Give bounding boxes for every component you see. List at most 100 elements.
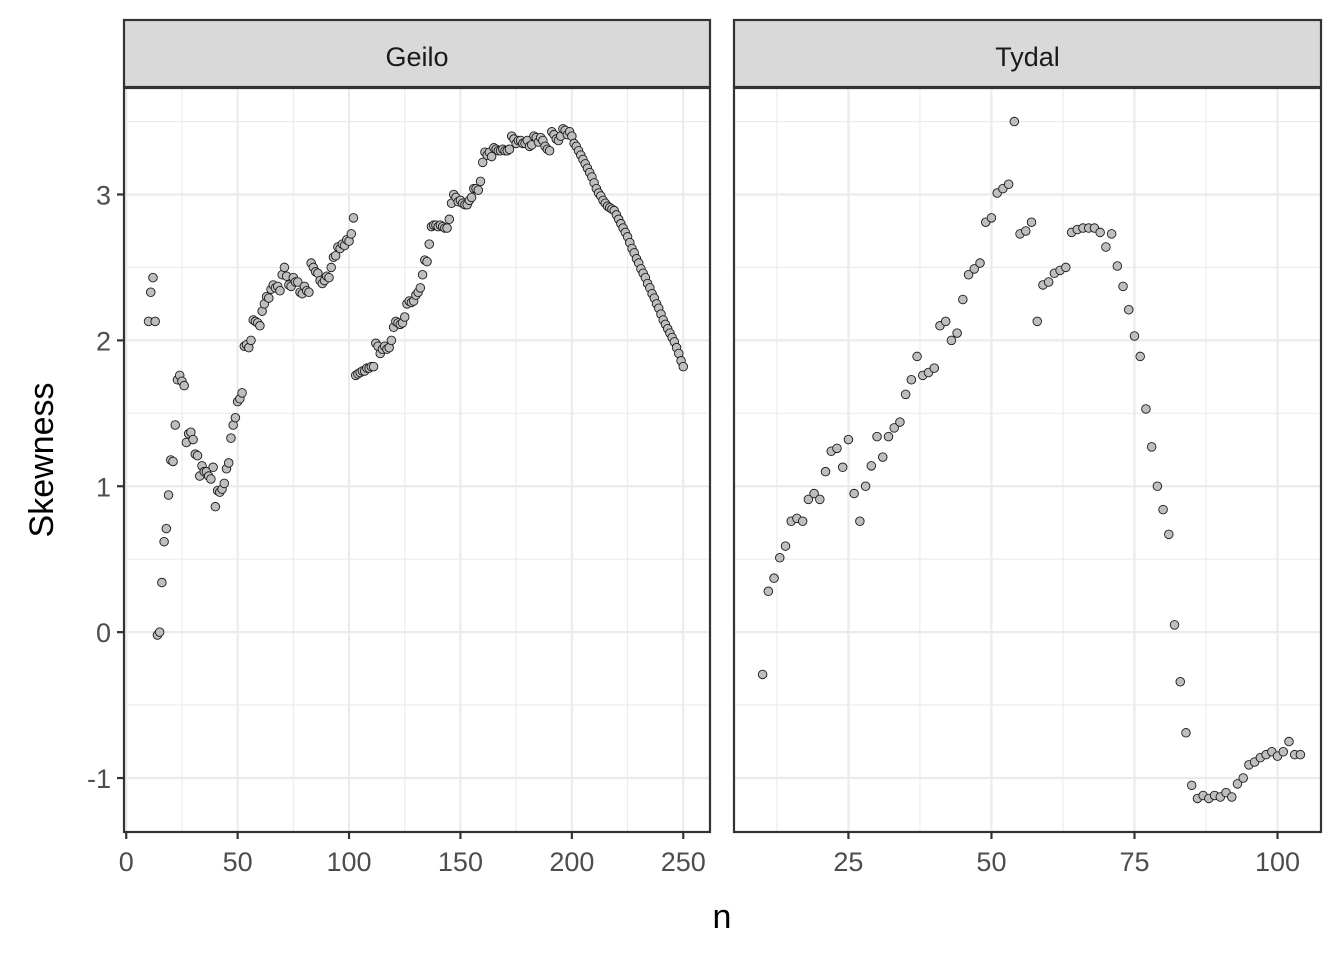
x-axis-title: n <box>713 898 732 936</box>
data-point <box>763 586 774 597</box>
data-point <box>900 389 911 400</box>
data-point <box>832 443 842 454</box>
panel-geilo: Geilo 0 50 100 150 200 250 <box>119 18 712 877</box>
data-point <box>422 256 432 267</box>
data-point <box>866 461 877 471</box>
data-point <box>855 516 865 527</box>
data-point <box>769 573 779 583</box>
data-point <box>843 434 854 445</box>
data-point <box>986 213 997 223</box>
x-tick-label: 150 <box>438 847 483 877</box>
data-point <box>1152 481 1163 492</box>
data-point <box>1186 780 1197 791</box>
data-point <box>486 151 497 162</box>
data-point <box>1061 262 1071 273</box>
data-point <box>975 258 985 268</box>
data-point <box>1238 773 1248 783</box>
data-point <box>809 488 819 499</box>
data-point <box>163 490 174 500</box>
data-point <box>237 388 247 398</box>
data-point <box>678 361 689 372</box>
data-point <box>246 335 256 346</box>
data-point <box>797 516 808 527</box>
data-point <box>473 185 484 195</box>
data-point <box>206 474 216 484</box>
panel-border-geilo <box>122 86 712 834</box>
data-point <box>424 239 435 249</box>
data-point <box>293 277 303 287</box>
data-point <box>415 283 426 293</box>
data-point <box>161 523 172 534</box>
data-point <box>179 380 189 391</box>
x-tick-label: 100 <box>1255 847 1300 877</box>
data-point <box>780 541 791 551</box>
data-point <box>1146 442 1157 452</box>
points-tydal <box>757 116 1306 804</box>
data-point <box>1101 242 1111 252</box>
gridlines-geilo <box>124 88 710 832</box>
data-point <box>1095 227 1105 238</box>
data-point <box>883 431 894 442</box>
data-point <box>466 192 477 203</box>
data-point <box>226 433 236 443</box>
data-point <box>872 431 882 442</box>
data-point <box>1009 116 1020 127</box>
data-point <box>1112 261 1123 271</box>
data-point <box>837 462 848 473</box>
data-point <box>958 294 968 305</box>
data-point <box>952 328 962 338</box>
data-point <box>1118 281 1128 292</box>
data-point <box>757 669 768 680</box>
data-point <box>399 312 410 322</box>
panel-tydal: Tydal 25 50 75 100 <box>732 18 1323 877</box>
data-point <box>1295 749 1306 760</box>
gridlines-tydal <box>734 88 1321 832</box>
data-point <box>230 412 241 423</box>
x-tick-label: 50 <box>223 847 253 877</box>
data-point <box>906 375 917 385</box>
data-point <box>444 214 455 225</box>
data-point <box>1175 676 1186 687</box>
data-point <box>475 176 486 187</box>
data-point <box>1141 404 1151 414</box>
data-point <box>878 452 888 462</box>
data-point <box>326 262 336 273</box>
data-point <box>150 316 160 327</box>
data-point <box>815 494 825 505</box>
data-point <box>1021 226 1031 236</box>
data-point <box>1181 728 1191 738</box>
data-point <box>417 269 428 280</box>
data-point <box>1124 304 1134 315</box>
data-point <box>1278 747 1288 757</box>
data-point <box>145 287 156 297</box>
data-point <box>210 501 221 512</box>
data-point <box>330 251 341 261</box>
data-point <box>1106 229 1117 239</box>
data-point <box>159 536 169 547</box>
panel-border-tydal <box>732 86 1323 834</box>
data-point <box>1129 331 1140 341</box>
data-point <box>946 335 957 346</box>
data-point <box>275 286 285 296</box>
x-tick-label: 50 <box>976 847 1006 877</box>
data-point <box>304 287 314 297</box>
data-point <box>895 417 905 427</box>
data-point <box>1026 217 1037 227</box>
data-point <box>1032 316 1042 327</box>
data-point <box>1232 779 1243 789</box>
strip-label-geilo: Geilo <box>385 42 448 72</box>
data-point <box>346 229 357 239</box>
strip-tydal <box>732 18 1323 89</box>
y-axis: 3 2 1 0 -1 <box>87 180 124 794</box>
data-point <box>912 351 922 362</box>
data-point <box>820 466 831 477</box>
data-point <box>940 316 951 327</box>
data-point <box>929 363 939 373</box>
data-point <box>544 145 555 156</box>
data-point <box>170 420 180 430</box>
data-point <box>219 478 230 489</box>
data-point <box>264 293 274 303</box>
data-point <box>860 481 871 492</box>
data-point <box>889 423 899 433</box>
